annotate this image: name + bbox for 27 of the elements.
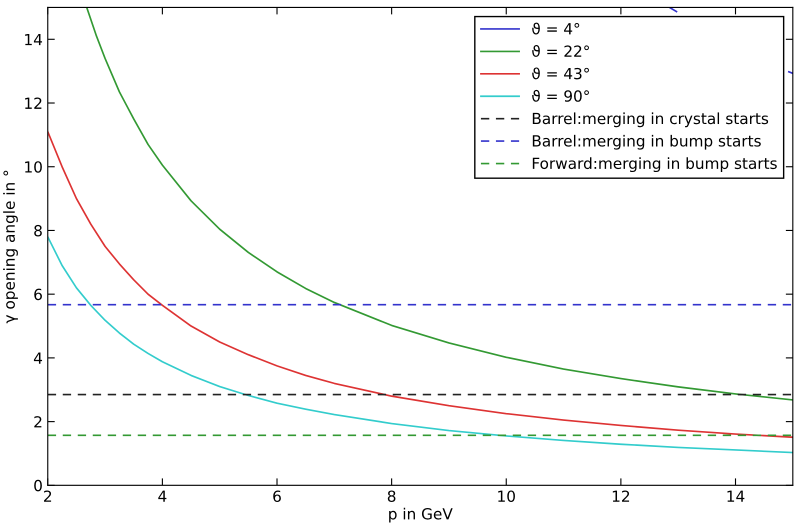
y-tick-label: 12 (25, 97, 42, 109)
x-tick-label: 6 (273, 490, 281, 502)
legend-label: ϑ = 43° (532, 67, 589, 80)
x-axis-title: p in GeV (389, 508, 453, 523)
x-tick-label: 4 (158, 490, 166, 502)
x-tick-label: 14 (727, 490, 744, 502)
line-series (48, 130, 793, 438)
legend-label: Barrel:merging in crystal starts (532, 112, 768, 128)
y-tick-label: 6 (34, 288, 42, 300)
y-tick-label: 0 (34, 480, 42, 492)
y-tick-label: 10 (25, 161, 42, 173)
y-tick-label: 14 (25, 34, 42, 46)
legend-label: ϑ = 22° (532, 45, 589, 57)
y-axis-title: γ opening angle in ° (3, 170, 18, 324)
line-series (86, 7, 793, 401)
legend-label: ϑ = 4° (532, 22, 580, 34)
legend-label: Barrel:merging in bump starts (532, 134, 761, 150)
legend-label: Forward:merging in bump starts (532, 157, 777, 172)
line-series (48, 236, 793, 454)
y-tick-label: 4 (34, 352, 42, 364)
x-tick-label: 2 (44, 490, 52, 502)
x-tick-label: 12 (612, 490, 630, 502)
y-tick-label: 8 (34, 224, 42, 236)
x-tick-label: 10 (498, 490, 515, 502)
legend-label: ϑ = 90° (532, 90, 589, 102)
x-tick-label: 8 (388, 490, 396, 502)
y-tick-label: 2 (34, 416, 42, 428)
